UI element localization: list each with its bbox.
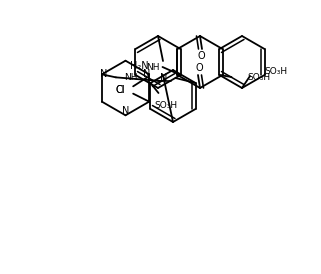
Text: NH: NH	[146, 64, 160, 73]
Text: N: N	[160, 73, 168, 83]
Text: NH: NH	[124, 73, 137, 82]
Text: O: O	[195, 63, 203, 73]
Text: SO₃H: SO₃H	[247, 73, 271, 82]
Text: SO₃H: SO₃H	[264, 67, 287, 76]
Text: Cl: Cl	[116, 85, 125, 95]
Text: SO₃H: SO₃H	[154, 101, 177, 110]
Text: O: O	[197, 51, 205, 61]
Text: N: N	[143, 69, 151, 79]
Text: N: N	[122, 106, 129, 116]
Text: Cl: Cl	[116, 85, 125, 95]
Text: N: N	[100, 69, 108, 79]
Text: H₂N: H₂N	[130, 61, 149, 71]
